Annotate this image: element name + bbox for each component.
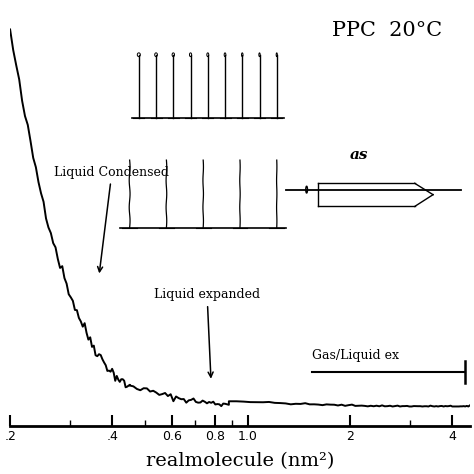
X-axis label: realmolecule (nm²): realmolecule (nm²) — [146, 452, 334, 470]
Text: PPC  20°C: PPC 20°C — [332, 21, 442, 40]
Text: Liquid Condensed: Liquid Condensed — [55, 165, 169, 272]
Text: as: as — [350, 148, 369, 162]
Text: Liquid expanded: Liquid expanded — [154, 288, 260, 377]
Text: Gas/Liquid ex: Gas/Liquid ex — [312, 349, 400, 363]
